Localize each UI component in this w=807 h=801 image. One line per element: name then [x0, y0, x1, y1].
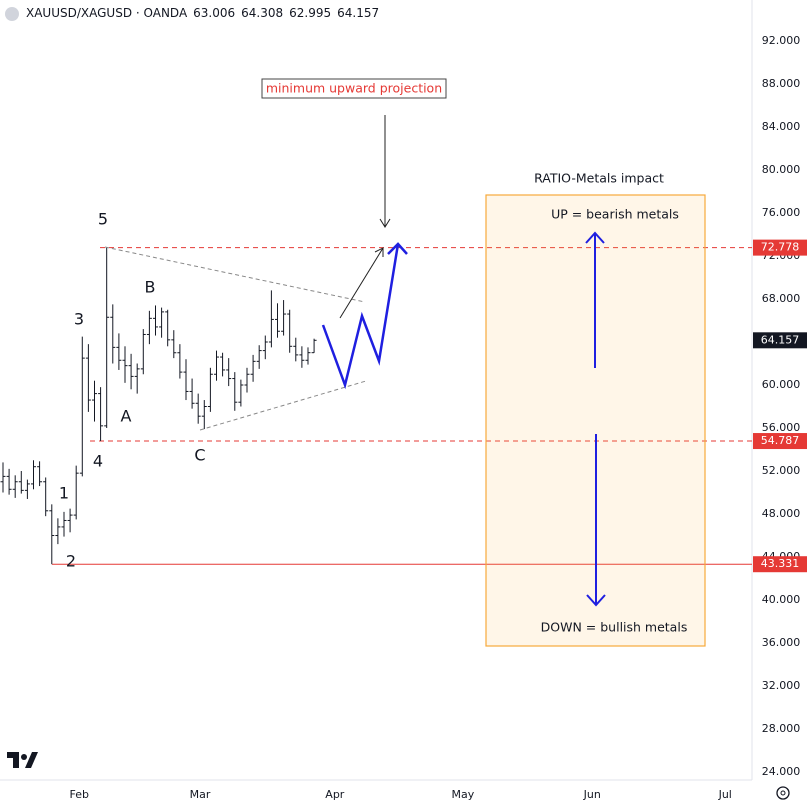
y-tick-label: 40.000 — [762, 593, 801, 606]
x-tick-label: May — [452, 788, 475, 801]
y-tick-label: 32.000 — [762, 679, 801, 692]
y-tick-label: 88.000 — [762, 77, 801, 90]
price-tag — [753, 433, 807, 450]
projection-arrow-head — [379, 218, 391, 228]
diagonal-arrow-head — [374, 247, 384, 257]
down-arrow-head — [586, 594, 606, 607]
zigzag-head — [387, 242, 408, 255]
wave-label: 1 — [59, 484, 69, 503]
wave-label: 2 — [66, 552, 76, 571]
y-tick-label: 24.000 — [762, 765, 801, 778]
annotation: minimum upward projection — [266, 81, 442, 96]
y-tick-label: 80.000 — [762, 163, 801, 176]
wave-label: 3 — [74, 310, 84, 329]
bars — [0, 247, 317, 565]
levels — [52, 247, 752, 565]
y-tick-label: 60.000 — [762, 378, 801, 391]
x-tick-label: Mar — [190, 788, 211, 801]
x-tick-label: Feb — [69, 788, 88, 801]
header: XAUUSD/XAGUSD · OANDA 63.006 64.308 62.9… — [26, 6, 379, 20]
wave-label: B — [145, 278, 156, 297]
annotation: UP = bearish metals — [551, 207, 679, 222]
y-tick-label: 68.000 — [762, 292, 801, 305]
price-tag-label: 72.778 — [761, 241, 800, 254]
annotation: RATIO-Metals impact — [534, 171, 664, 186]
triangle-upper — [104, 246, 366, 303]
triangle-lower — [199, 380, 367, 431]
x-tick-label: Jun — [583, 788, 601, 801]
price-tag — [753, 239, 807, 256]
high-value: 64.308 — [241, 6, 284, 20]
wave-label: C — [194, 446, 205, 465]
y-tick-label: 52.000 — [762, 464, 801, 477]
y-tick-label: 84.000 — [762, 120, 801, 133]
price-tag — [753, 556, 807, 573]
settings-icon[interactable] — [776, 786, 790, 800]
y-tick-label: 48.000 — [762, 507, 801, 520]
wave-label: 4 — [93, 452, 103, 471]
open-value: 63.006 — [193, 6, 236, 20]
wave-label: 5 — [98, 210, 108, 229]
projection-zigzag — [321, 243, 400, 390]
y-tick-label: 92.000 — [762, 34, 801, 47]
up-arrow-head — [585, 231, 605, 244]
projection-box — [261, 78, 447, 99]
price-tag-label: 43.331 — [761, 557, 800, 570]
x-tick-label: Apr — [325, 788, 345, 801]
y-tick-label: 76.000 — [762, 206, 801, 219]
logo — [7, 752, 38, 768]
close-value: 64.157 — [337, 6, 380, 20]
x-tick-label: Jul — [718, 788, 732, 801]
y-tick-label: 36.000 — [762, 636, 801, 649]
diagonal-arrow — [339, 247, 384, 319]
y-tick-label: 28.000 — [762, 722, 801, 735]
price-tag-label: 64.157 — [761, 333, 800, 346]
annotation: DOWN = bullish metals — [541, 620, 688, 635]
close-icon[interactable] — [5, 7, 19, 21]
symbol: XAUUSD/XAGUSD · OANDA — [26, 6, 188, 20]
y-tick-label: 56.000 — [762, 421, 801, 434]
price-tag-label: 54.787 — [761, 434, 800, 447]
price-tag — [753, 332, 807, 349]
low-value: 62.995 — [289, 6, 332, 20]
wave-label: A — [121, 407, 132, 426]
